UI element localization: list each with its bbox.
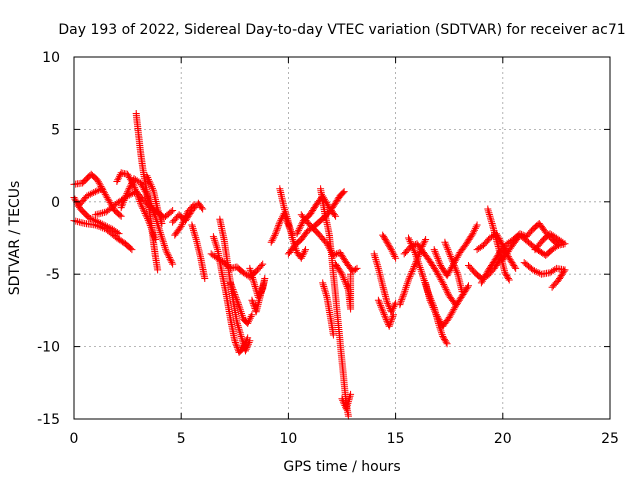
data-point-markers: [422, 279, 472, 330]
series-arc-14: [209, 233, 252, 356]
y-tick-label: 10: [42, 50, 60, 66]
y-tick-label: 0: [51, 195, 60, 211]
series-arc-41: [520, 259, 569, 291]
data-point-markers: [379, 231, 400, 262]
data-point-markers: [317, 185, 352, 420]
data-point-markers: [209, 233, 252, 356]
series-arc-33: [422, 279, 472, 330]
x-tick-label: 15: [387, 431, 405, 447]
data-point-markers: [338, 390, 355, 413]
series-arc-9: [143, 172, 166, 228]
series-arc-12: [188, 221, 209, 283]
data-point-markers: [74, 185, 106, 210]
data-point-markers: [70, 217, 136, 254]
data-point-markers: [132, 110, 162, 274]
grid-layer: [74, 57, 610, 419]
series-arc-25: [332, 260, 355, 313]
y-tick-label: -15: [37, 412, 60, 428]
data-point-markers: [531, 230, 567, 254]
series-arc-39: [484, 205, 513, 284]
series-arc-20: [284, 188, 348, 258]
data-point-markers: [171, 201, 198, 239]
series-arc-4: [74, 185, 106, 210]
data-point-markers: [484, 205, 513, 284]
series-arc-28: [379, 231, 400, 262]
series-arc-17: [246, 264, 269, 316]
x-tick-label: 25: [601, 431, 619, 447]
series-arc-27: [370, 250, 400, 316]
data-point-markers: [332, 260, 355, 313]
marks-layer: [70, 110, 569, 420]
data-point-markers: [441, 238, 466, 296]
data-point-markers: [246, 264, 269, 316]
series-arc-42: [531, 230, 567, 254]
series-arc-29: [374, 296, 397, 330]
series-arc-16: [227, 279, 256, 327]
series-arc-2: [70, 194, 123, 238]
data-point-markers: [297, 211, 361, 275]
data-point-markers: [319, 279, 337, 339]
x-tick-label: 20: [494, 431, 512, 447]
data-point-markers: [374, 296, 397, 330]
series-arc-3: [70, 217, 136, 254]
chart-title: Day 193 of 2022, Sidereal Day-to-day VTE…: [58, 22, 625, 38]
data-point-markers: [227, 279, 256, 327]
series-arc-11: [171, 201, 198, 239]
plot-frame: [73, 56, 611, 420]
x-tick-label: 5: [177, 431, 186, 447]
series-arc-35: [441, 238, 466, 296]
data-point-markers: [520, 259, 569, 291]
y-axis-label: SDTVAR / TECUs: [7, 181, 23, 296]
series-arc-26: [338, 390, 355, 413]
data-point-markers: [143, 172, 166, 228]
data-point-markers: [70, 194, 123, 238]
data-point-markers: [188, 221, 209, 283]
data-point-markers: [284, 188, 348, 258]
y-tick-label: -5: [46, 267, 60, 283]
series-arc-24: [319, 279, 337, 339]
series-arc-8: [132, 110, 162, 274]
y-tick-label: -10: [37, 340, 60, 356]
series-arc-23: [317, 185, 352, 420]
ticks-layer: 0 5 10 15 20 25 -15 -10 -5 0 5 10: [37, 50, 619, 447]
x-axis-label: GPS time / hours: [283, 459, 400, 475]
y-tick-label: 5: [51, 122, 60, 138]
x-tick-label: 10: [279, 431, 297, 447]
series-arc-22: [297, 211, 361, 275]
data-point-markers: [370, 250, 400, 316]
x-tick-label: 0: [70, 431, 79, 447]
